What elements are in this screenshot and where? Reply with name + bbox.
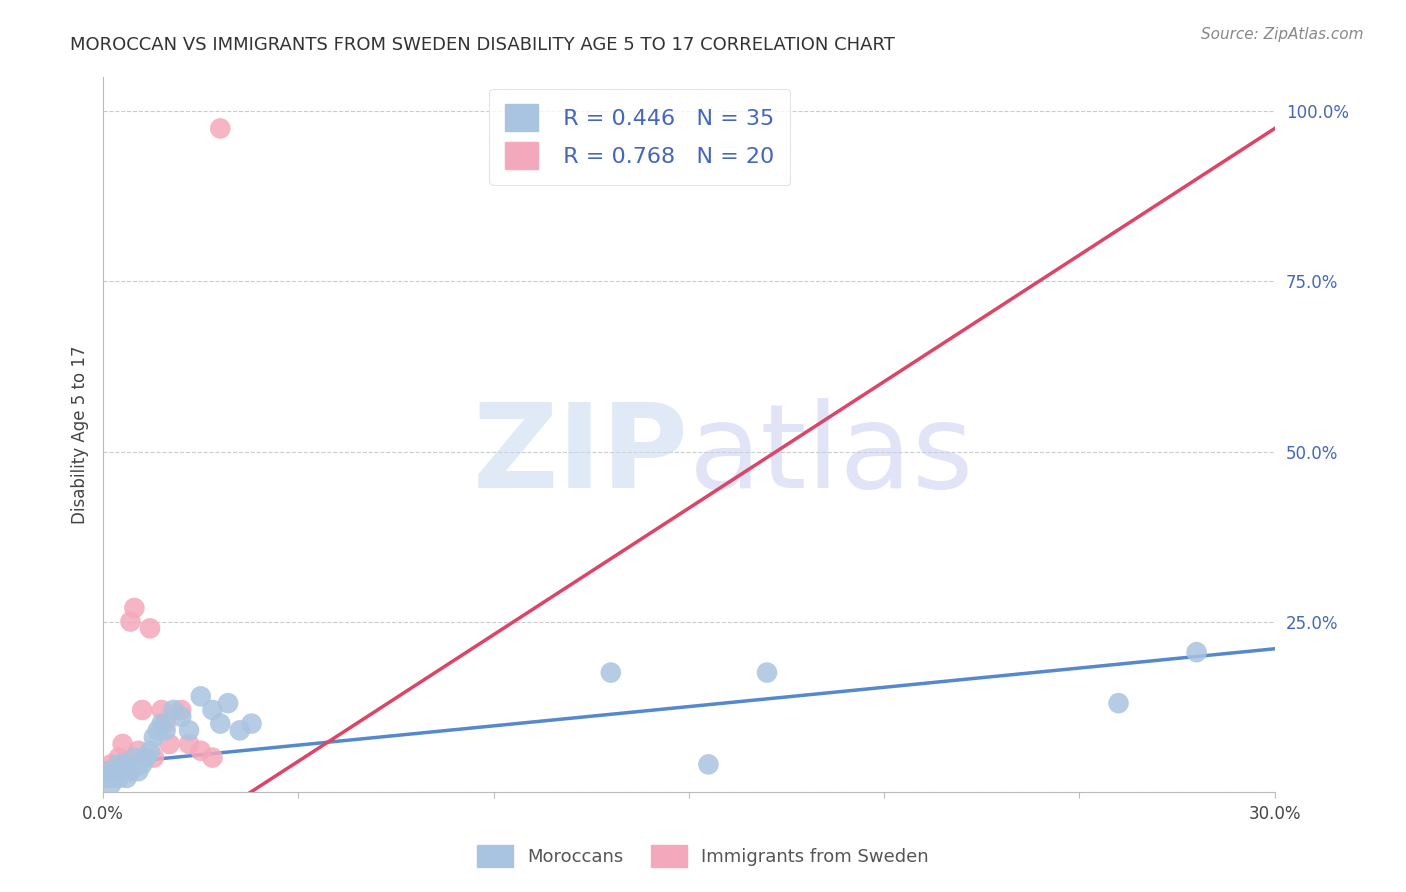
- Point: [170, 710, 193, 724]
- Point: [756, 665, 779, 680]
- Point: [229, 723, 252, 738]
- Point: [142, 730, 165, 744]
- Legend: Moroccans, Immigrants from Sweden: Moroccans, Immigrants from Sweden: [470, 838, 936, 874]
- Point: [111, 737, 134, 751]
- Point: [162, 703, 184, 717]
- Point: [190, 690, 212, 704]
- Point: [104, 764, 127, 779]
- Point: [120, 615, 142, 629]
- Point: [170, 703, 193, 717]
- Text: Source: ZipAtlas.com: Source: ZipAtlas.com: [1201, 27, 1364, 42]
- Point: [107, 771, 129, 785]
- Point: [124, 601, 146, 615]
- Point: [96, 764, 118, 779]
- Point: [124, 750, 146, 764]
- Point: [100, 778, 122, 792]
- Point: [190, 744, 212, 758]
- Point: [209, 121, 232, 136]
- Point: [240, 716, 263, 731]
- Point: [146, 723, 169, 738]
- Point: [111, 764, 134, 779]
- Point: [155, 723, 177, 738]
- Point: [201, 750, 224, 764]
- Point: [127, 764, 149, 779]
- Point: [96, 764, 118, 779]
- Point: [150, 703, 173, 717]
- Point: [201, 703, 224, 717]
- Point: [139, 621, 162, 635]
- Point: [159, 737, 181, 751]
- Point: [131, 757, 153, 772]
- Point: [697, 757, 720, 772]
- Point: [177, 723, 200, 738]
- Y-axis label: Disability Age 5 to 17: Disability Age 5 to 17: [72, 345, 89, 524]
- Legend:   R = 0.446   N = 35,   R = 0.768   N = 20: R = 0.446 N = 35, R = 0.768 N = 20: [489, 88, 790, 185]
- Point: [127, 744, 149, 758]
- Point: [217, 696, 239, 710]
- Point: [120, 764, 142, 779]
- Point: [107, 757, 129, 772]
- Point: [1185, 645, 1208, 659]
- Point: [209, 716, 232, 731]
- Text: ZIP: ZIP: [472, 399, 689, 514]
- Point: [599, 665, 621, 680]
- Point: [100, 757, 122, 772]
- Point: [139, 744, 162, 758]
- Point: [131, 703, 153, 717]
- Point: [155, 716, 177, 731]
- Point: [177, 737, 200, 751]
- Point: [111, 757, 134, 772]
- Text: atlas: atlas: [689, 399, 974, 514]
- Point: [100, 771, 122, 785]
- Point: [115, 771, 138, 785]
- Point: [96, 771, 118, 785]
- Point: [1108, 696, 1130, 710]
- Point: [104, 764, 127, 779]
- Point: [142, 750, 165, 764]
- Point: [135, 750, 157, 764]
- Point: [104, 764, 127, 779]
- Point: [150, 716, 173, 731]
- Point: [115, 757, 138, 772]
- Point: [107, 750, 129, 764]
- Text: MOROCCAN VS IMMIGRANTS FROM SWEDEN DISABILITY AGE 5 TO 17 CORRELATION CHART: MOROCCAN VS IMMIGRANTS FROM SWEDEN DISAB…: [70, 36, 896, 54]
